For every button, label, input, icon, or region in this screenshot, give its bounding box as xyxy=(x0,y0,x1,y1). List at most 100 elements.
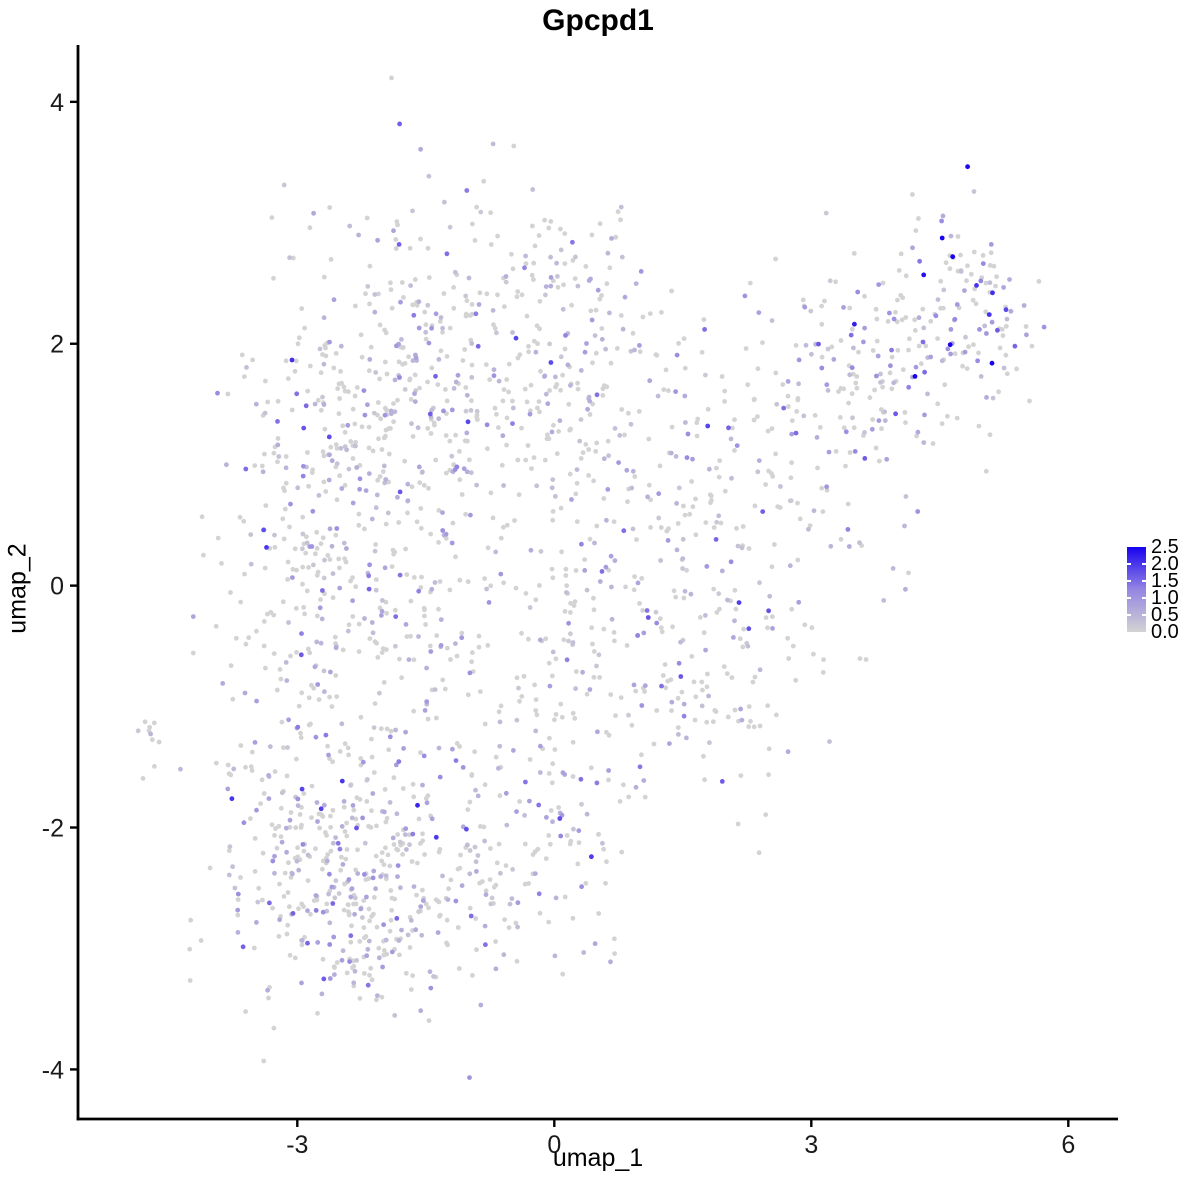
data-point xyxy=(271,275,276,281)
data-point xyxy=(331,365,337,371)
data-point xyxy=(392,409,398,415)
data-point xyxy=(391,775,397,781)
data-point xyxy=(488,242,494,247)
data-point xyxy=(739,717,745,723)
data-point xyxy=(334,694,340,699)
data-point xyxy=(722,388,728,394)
data-point xyxy=(327,526,333,532)
data-point xyxy=(276,823,282,829)
data-point xyxy=(637,343,642,348)
data-point xyxy=(319,991,325,997)
data-point xyxy=(403,970,409,976)
data-point xyxy=(735,821,741,827)
data-point xyxy=(592,941,598,947)
data-point xyxy=(457,477,463,483)
data-point xyxy=(261,527,266,533)
data-point xyxy=(288,653,293,659)
data-point xyxy=(299,690,305,696)
data-point xyxy=(673,454,679,459)
data-point xyxy=(657,616,663,622)
data-point xyxy=(701,753,706,759)
data-point xyxy=(272,833,277,838)
data-point xyxy=(568,600,573,606)
data-point xyxy=(425,793,431,799)
data-point xyxy=(581,950,587,955)
data-point xyxy=(420,782,425,788)
data-point xyxy=(396,520,402,525)
data-point xyxy=(867,395,873,401)
data-point xyxy=(537,583,542,588)
data-point xyxy=(346,622,352,628)
data-point xyxy=(381,463,387,469)
data-point xyxy=(740,524,746,529)
data-point xyxy=(836,389,841,394)
data-point xyxy=(378,416,384,422)
data-point xyxy=(242,374,247,379)
data-point xyxy=(488,210,493,216)
data-point xyxy=(512,518,517,523)
data-point xyxy=(567,427,573,433)
data-point xyxy=(642,794,648,800)
data-point xyxy=(453,432,458,438)
data-point xyxy=(977,327,982,332)
data-point xyxy=(572,276,578,281)
data-point xyxy=(336,411,342,417)
data-point xyxy=(699,703,705,709)
data-point xyxy=(560,971,566,977)
data-point xyxy=(450,746,455,752)
data-point xyxy=(948,327,954,332)
data-point xyxy=(301,791,307,796)
data-point xyxy=(547,683,553,689)
data-point xyxy=(517,799,522,804)
data-point xyxy=(240,944,246,950)
data-point xyxy=(522,265,527,271)
data-point xyxy=(1023,324,1029,329)
data-point xyxy=(487,877,493,882)
data-point xyxy=(469,659,474,665)
data-point xyxy=(480,879,485,884)
data-point xyxy=(140,776,146,781)
data-point xyxy=(465,842,470,848)
data-point xyxy=(311,562,316,568)
data-point xyxy=(428,985,434,991)
data-point xyxy=(1003,352,1009,358)
data-point xyxy=(262,565,268,571)
data-point xyxy=(470,650,475,655)
data-point xyxy=(573,568,579,573)
data-point xyxy=(601,846,606,852)
data-point xyxy=(457,577,463,583)
data-point xyxy=(465,692,471,698)
data-point xyxy=(935,336,940,341)
data-point xyxy=(910,192,915,197)
data-point xyxy=(809,351,814,357)
data-point xyxy=(366,445,372,451)
data-point xyxy=(339,486,345,491)
data-point xyxy=(578,776,584,782)
data-point xyxy=(982,323,988,329)
data-point xyxy=(974,283,979,288)
data-point xyxy=(503,790,509,796)
data-point xyxy=(633,281,639,286)
data-point xyxy=(289,357,295,363)
data-point xyxy=(327,557,333,562)
data-point xyxy=(260,469,266,475)
data-point xyxy=(574,480,580,486)
data-point xyxy=(789,431,795,437)
data-point xyxy=(252,869,258,874)
data-point xyxy=(416,816,422,822)
data-point xyxy=(379,650,385,655)
data-point xyxy=(399,675,404,681)
data-point xyxy=(187,978,193,983)
data-point xyxy=(475,343,481,349)
data-point xyxy=(703,647,708,653)
data-point xyxy=(255,899,261,905)
x-tick-label: 6 xyxy=(1061,1131,1075,1159)
data-point xyxy=(395,397,400,403)
data-point xyxy=(568,383,573,388)
data-point xyxy=(393,762,399,768)
data-point xyxy=(283,480,289,486)
data-point xyxy=(178,766,183,772)
data-point xyxy=(425,245,431,251)
data-point xyxy=(601,456,607,462)
data-point xyxy=(375,993,380,998)
